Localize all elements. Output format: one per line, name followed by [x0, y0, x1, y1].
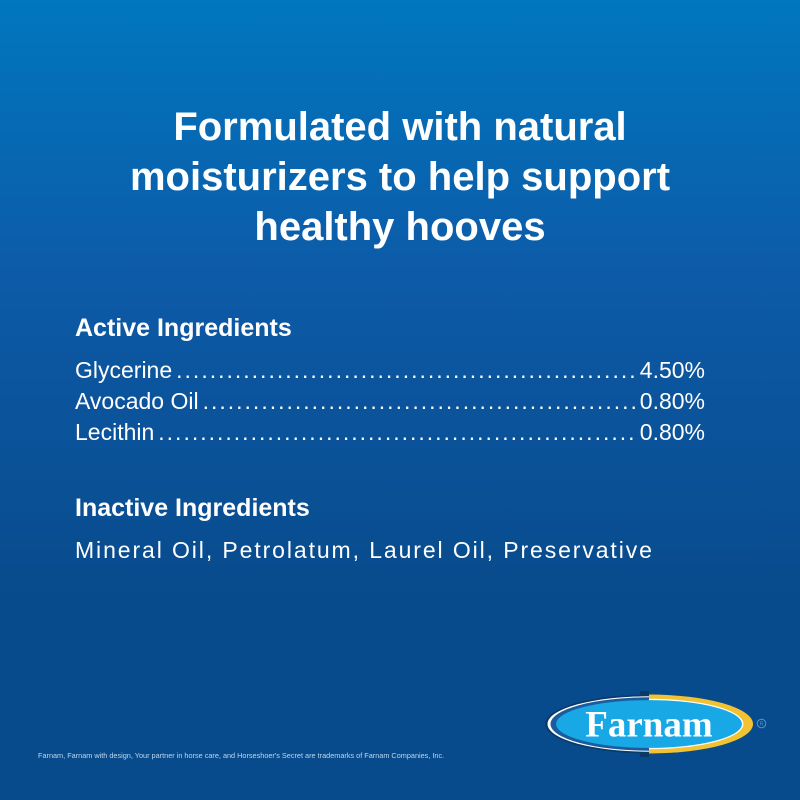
- svg-text:R: R: [760, 721, 764, 727]
- svg-text:Farnam: Farnam: [585, 705, 713, 746]
